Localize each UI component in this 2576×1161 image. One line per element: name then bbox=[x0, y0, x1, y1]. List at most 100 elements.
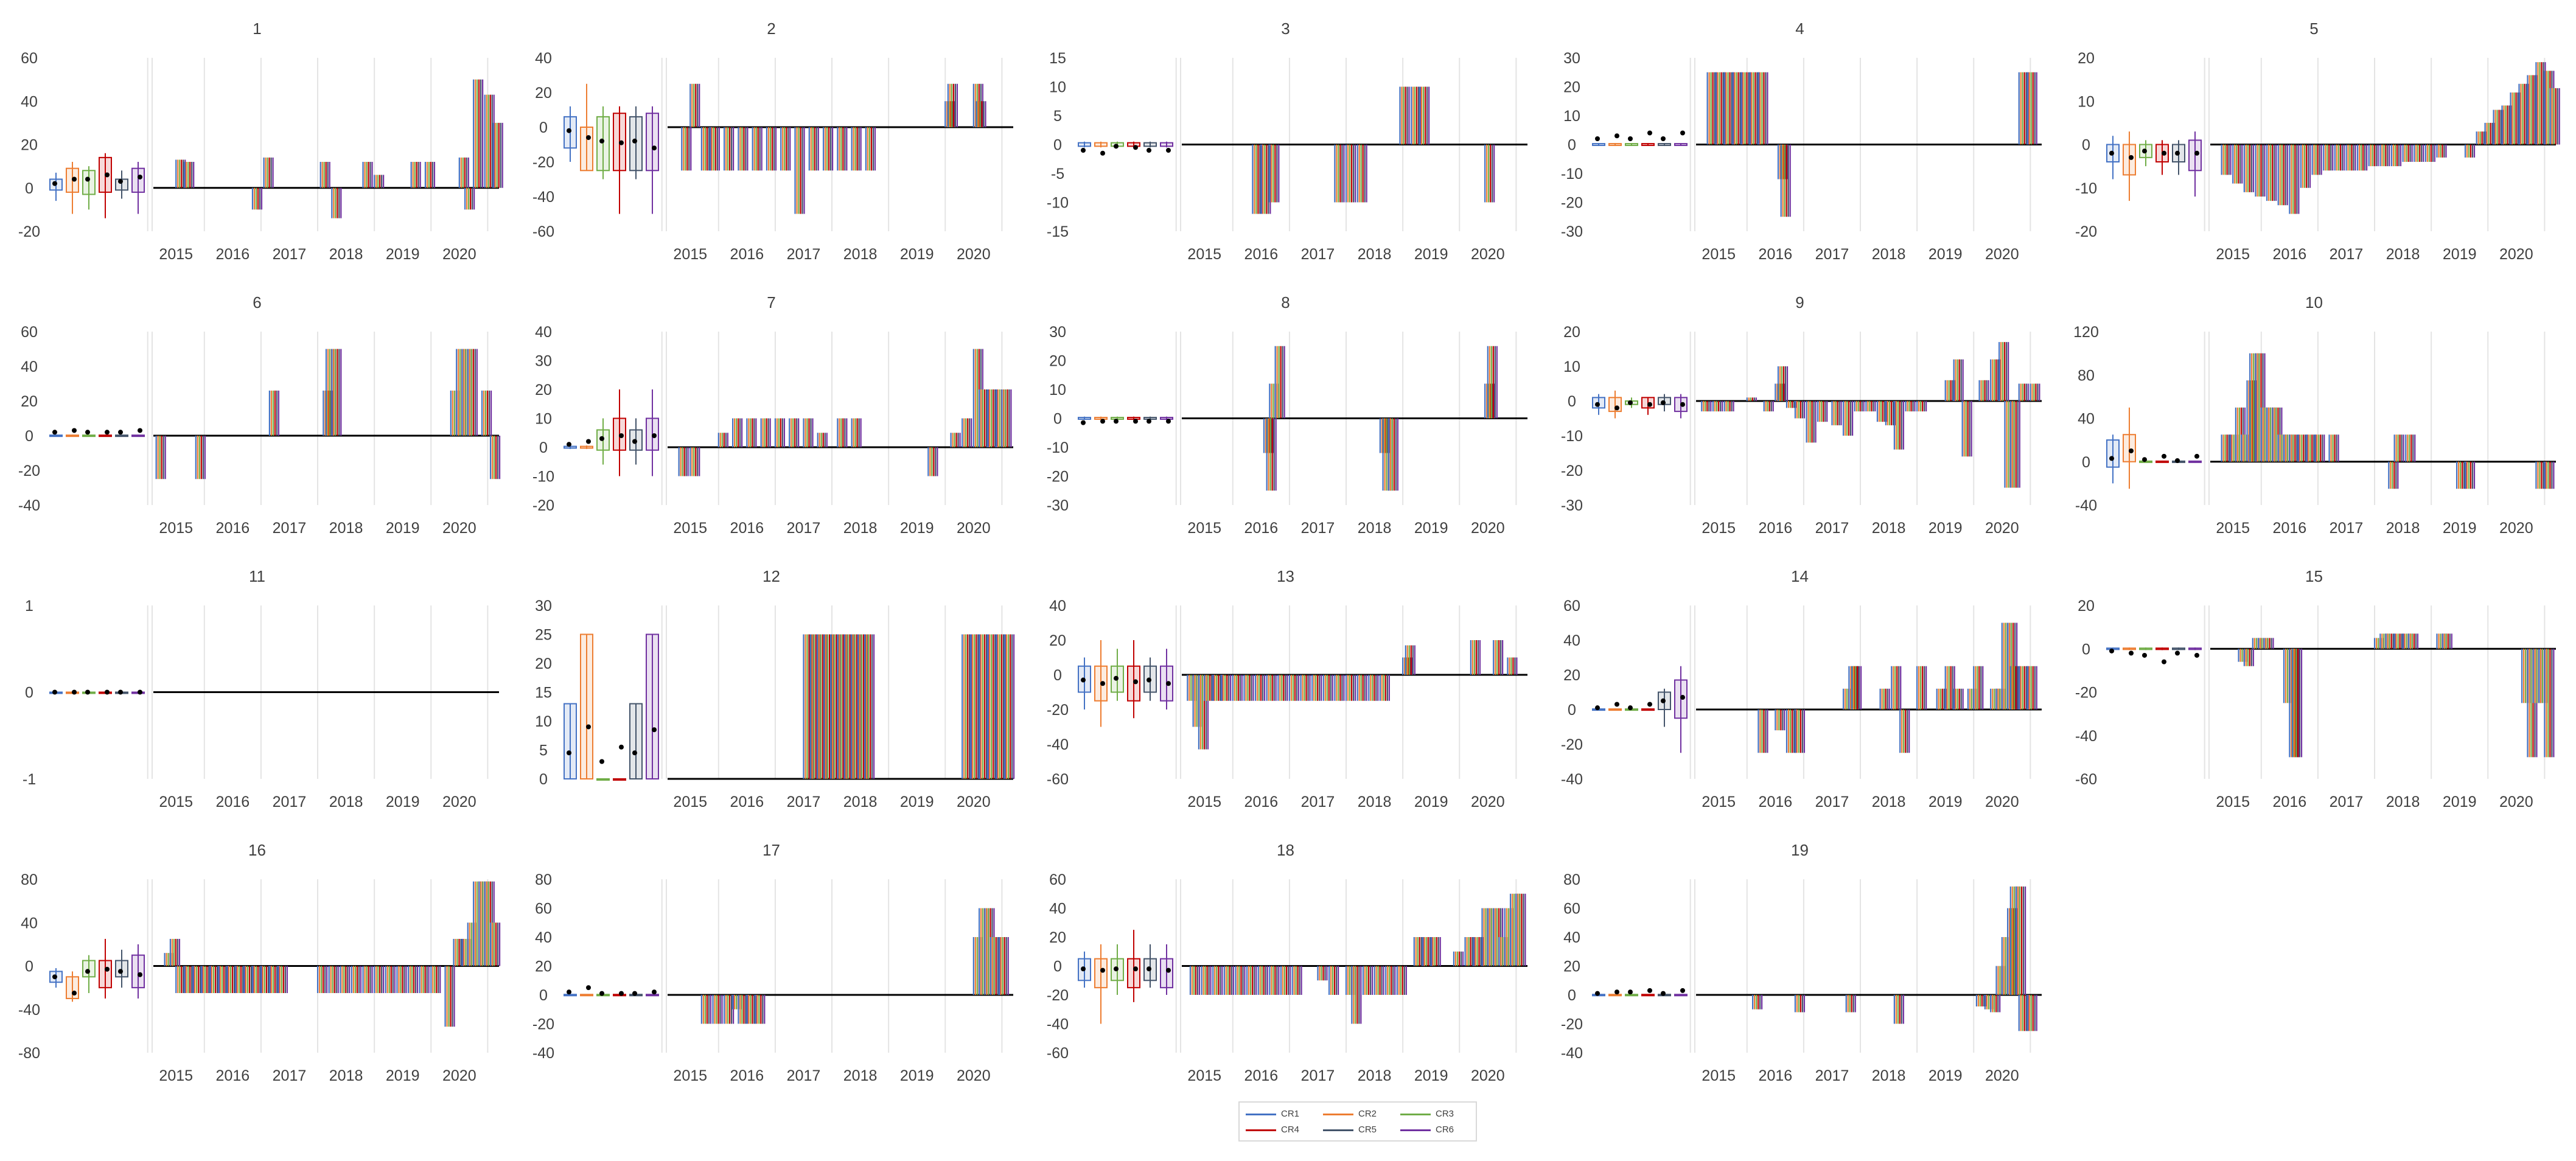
box-mean-marker bbox=[118, 689, 123, 695]
x-tick-label: 2018 bbox=[843, 520, 878, 537]
box-mean-marker bbox=[652, 145, 657, 151]
y-tick-label: 0 bbox=[1053, 411, 1062, 428]
x-tick-label: 2017 bbox=[1301, 1067, 1335, 1084]
box-body bbox=[66, 434, 79, 438]
x-tick-label: 2016 bbox=[1244, 520, 1279, 537]
y-tick-label: 0 bbox=[25, 180, 33, 197]
y-tick-label: 20 bbox=[21, 137, 38, 154]
box-mean-marker bbox=[72, 689, 77, 695]
x-tick-label: 2018 bbox=[1358, 246, 1392, 263]
box-mean-marker bbox=[2129, 650, 2134, 656]
box-mean-marker bbox=[2162, 659, 2166, 664]
x-tick-label: 2020 bbox=[1471, 246, 1505, 263]
x-tick-label: 2019 bbox=[1929, 246, 1963, 263]
box-body bbox=[49, 434, 63, 438]
box-body bbox=[1127, 958, 1140, 989]
box-mean-marker bbox=[2109, 456, 2114, 461]
box-body bbox=[1094, 958, 1108, 989]
x-tick-label: 2019 bbox=[2443, 520, 2477, 537]
box-body bbox=[115, 960, 128, 978]
box-body bbox=[1641, 397, 1655, 409]
box-mean-marker bbox=[1628, 705, 1633, 711]
box-body bbox=[1608, 708, 1622, 711]
box-mean-marker bbox=[1595, 705, 1600, 711]
y-tick-label: 40 bbox=[1049, 598, 1066, 615]
chart-panel: 19 -40 -20 0 20 40 60 80 2015 2016 2017 2018 2019 202… bbox=[1561, 841, 2042, 1084]
box-mean-marker bbox=[599, 759, 604, 764]
x-tick-label: 2016 bbox=[216, 793, 250, 811]
x-tick-label: 2020 bbox=[957, 793, 991, 811]
box-body bbox=[2123, 647, 2136, 650]
box-mean-marker bbox=[1166, 968, 1171, 973]
box-mean-marker bbox=[52, 181, 57, 186]
y-tick-label: 20 bbox=[21, 393, 38, 410]
chart-panel: 4 -30 -20 -10 0 10 20 30 2015 2016 2017 2018 2019 202… bbox=[1561, 19, 2042, 263]
y-tick-label: 0 bbox=[25, 685, 33, 702]
box-mean-marker bbox=[1114, 966, 1119, 972]
legend-swatch bbox=[1246, 1129, 1276, 1131]
y-tick-label: -20 bbox=[1561, 736, 1583, 753]
box-body bbox=[1094, 142, 1108, 147]
y-tick-label: 0 bbox=[25, 428, 33, 445]
box-body bbox=[1641, 143, 1655, 146]
box-mean-marker bbox=[632, 439, 637, 444]
chart-title: 12 bbox=[763, 567, 780, 585]
box-mean-marker bbox=[1100, 419, 1105, 424]
x-tick-label: 2015 bbox=[159, 520, 193, 537]
box-body bbox=[1111, 417, 1124, 420]
y-tick-label: 60 bbox=[1563, 901, 1580, 918]
box-mean-marker bbox=[72, 991, 77, 996]
y-tick-label: 40 bbox=[2078, 411, 2095, 428]
y-tick-label: -60 bbox=[1047, 1045, 1069, 1062]
box-mean-marker bbox=[1614, 989, 1619, 995]
y-tick-label: -40 bbox=[532, 189, 554, 206]
y-tick-label: -10 bbox=[2075, 180, 2097, 197]
y-tick-label: 20 bbox=[1049, 632, 1066, 649]
y-tick-label: 20 bbox=[535, 382, 552, 399]
x-tick-label: 2016 bbox=[730, 793, 764, 811]
box-body bbox=[1160, 958, 1173, 989]
x-tick-label: 2020 bbox=[1985, 246, 2019, 263]
y-tick-label: -10 bbox=[1561, 428, 1583, 445]
box-mean-marker bbox=[586, 135, 591, 141]
x-tick-label: 2020 bbox=[442, 246, 476, 263]
legend-swatch bbox=[1400, 1129, 1431, 1131]
x-tick-label: 2019 bbox=[386, 520, 420, 537]
y-tick-label: 1 bbox=[25, 598, 33, 615]
box-body bbox=[2155, 647, 2169, 650]
x-tick-label: 2016 bbox=[1759, 1067, 1793, 1084]
x-tick-label: 2015 bbox=[673, 793, 707, 811]
box-mean-marker bbox=[1147, 677, 1151, 683]
chart-title: 14 bbox=[1791, 567, 1809, 585]
y-tick-label: 40 bbox=[1563, 632, 1580, 649]
y-tick-label: 60 bbox=[1049, 871, 1066, 888]
y-tick-label: 20 bbox=[1563, 667, 1580, 684]
box-mean-marker bbox=[1147, 148, 1151, 153]
box-body bbox=[580, 633, 593, 779]
box-mean-marker bbox=[652, 727, 657, 733]
y-tick-label: -20 bbox=[1561, 195, 1583, 212]
box-body bbox=[2106, 439, 2120, 468]
y-tick-label: -10 bbox=[1561, 166, 1583, 183]
box-body bbox=[1658, 143, 1671, 146]
chart-title: 6 bbox=[253, 293, 261, 312]
y-tick-label: 30 bbox=[1049, 324, 1066, 341]
y-tick-label: -40 bbox=[1561, 1045, 1583, 1062]
y-tick-label: 10 bbox=[535, 411, 552, 428]
y-tick-label: 80 bbox=[21, 871, 38, 888]
x-tick-label: 2015 bbox=[2216, 520, 2250, 537]
x-tick-label: 2016 bbox=[730, 1067, 764, 1084]
box-body bbox=[564, 994, 577, 997]
box-mean-marker bbox=[1595, 136, 1600, 141]
x-tick-label: 2019 bbox=[1414, 246, 1448, 263]
x-tick-label: 2015 bbox=[673, 1067, 707, 1084]
x-tick-label: 2015 bbox=[1702, 246, 1736, 263]
x-tick-label: 2015 bbox=[1702, 793, 1736, 811]
box-body bbox=[1160, 142, 1173, 147]
x-tick-label: 2018 bbox=[843, 793, 878, 811]
y-tick-label: 0 bbox=[1053, 137, 1062, 154]
chart-panel: 5 -20 -10 0 10 20 2015 2016 2017 2018 2019 2020 bbox=[2075, 19, 2560, 263]
chart-title: 16 bbox=[248, 841, 266, 859]
box-mean-marker bbox=[138, 689, 142, 695]
box-body bbox=[131, 167, 145, 193]
